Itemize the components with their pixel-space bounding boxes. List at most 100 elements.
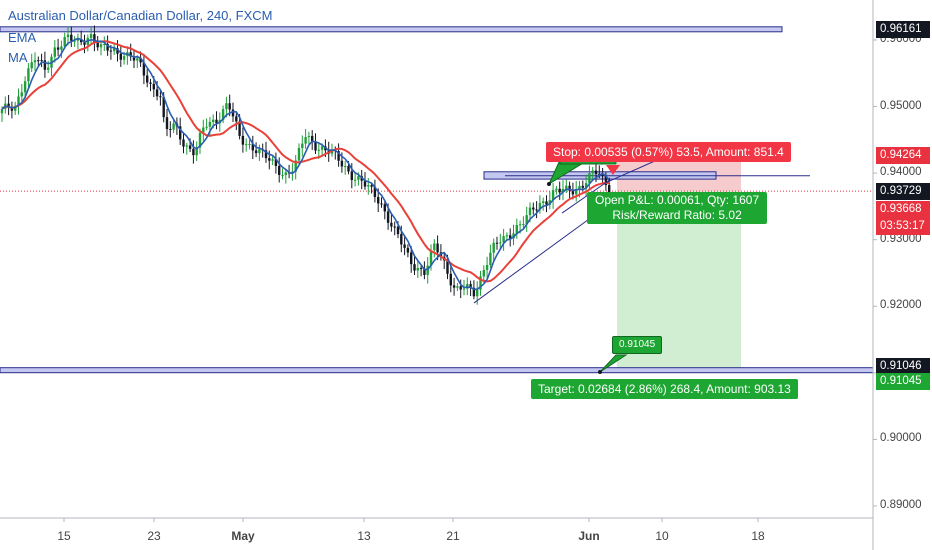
- candle: [93, 25, 96, 52]
- candle: [248, 139, 251, 150]
- candle-body: [30, 62, 33, 69]
- candle-body: [37, 60, 40, 62]
- candle: [205, 118, 208, 131]
- candle-body: [228, 103, 231, 110]
- indicator-ma-label[interactable]: MA: [8, 50, 28, 65]
- candle-body: [155, 89, 159, 97]
- candle-body: [390, 222, 393, 227]
- candle: [545, 195, 548, 213]
- candle: [17, 88, 20, 115]
- candle-body: [185, 145, 188, 147]
- candle-body: [93, 34, 96, 43]
- candle-body: [142, 62, 146, 76]
- stop-arrow-marker: [606, 165, 620, 175]
- candle-body: [103, 43, 106, 45]
- candle-body: [149, 82, 152, 84]
- candle: [89, 27, 93, 44]
- candle-body: [152, 83, 155, 90]
- open-pnl-label[interactable]: Open P&L: 0.00061, Qty: 1607 Risk/Reward…: [587, 192, 768, 224]
- candle-body: [340, 160, 344, 167]
- candle-body: [495, 242, 499, 244]
- candle-body: [446, 260, 449, 274]
- stop-label[interactable]: Stop: 0.00535 (0.57%) 53.5, Amount: 851.…: [546, 142, 791, 162]
- candle-body: [575, 189, 578, 195]
- candle-body: [449, 273, 452, 286]
- candle-body: [512, 233, 515, 239]
- candle-body: [274, 159, 278, 167]
- candle: [512, 224, 515, 246]
- candle-body: [23, 81, 27, 93]
- price-tick: 0.93000: [880, 232, 922, 245]
- target-label[interactable]: Target: 0.02684 (2.86%) 268.4, Amount: 9…: [531, 379, 798, 399]
- candle-body: [136, 58, 139, 61]
- candle-body: [555, 188, 558, 191]
- candle-body: [301, 143, 304, 149]
- candle-body: [545, 201, 548, 205]
- candle: [198, 128, 202, 154]
- candle: [241, 127, 245, 153]
- candle-body: [509, 235, 512, 239]
- candle: [4, 96, 7, 114]
- candle-body: [132, 56, 136, 61]
- candle-body: [565, 185, 568, 189]
- candle-body: [601, 174, 604, 176]
- candle: [456, 282, 459, 292]
- candle-body: [33, 60, 37, 63]
- candle: [274, 152, 278, 174]
- candle: [103, 36, 106, 52]
- candle-body: [304, 137, 307, 144]
- candle-body: [466, 284, 469, 289]
- candle-body: [225, 103, 228, 110]
- candle-body: [40, 60, 43, 62]
- candle-body: [578, 185, 581, 190]
- candle: [532, 202, 535, 215]
- candle-body: [241, 135, 245, 145]
- candle: [172, 119, 175, 134]
- candle: [459, 279, 462, 299]
- candle: [297, 143, 301, 165]
- candle-body: [53, 47, 56, 57]
- candle: [165, 108, 169, 137]
- candle: [294, 154, 297, 180]
- candle-body: [314, 141, 317, 151]
- candle-body: [195, 147, 198, 156]
- candle-body: [43, 60, 47, 70]
- price-tag: 0.96161: [876, 20, 930, 38]
- open-pnl-text: Open P&L: 0.00061, Qty: 1607: [595, 193, 760, 207]
- time-tick: 10: [655, 529, 669, 543]
- candle: [113, 43, 116, 55]
- price-tick: 0.94000: [880, 166, 922, 179]
- target-callout[interactable]: 0.91045: [612, 336, 663, 354]
- candle-body: [109, 50, 113, 52]
- candle-body: [307, 135, 311, 138]
- candle: [525, 206, 528, 232]
- candle: [575, 181, 578, 202]
- candle-body: [320, 146, 324, 150]
- candle-body: [235, 116, 238, 122]
- candle: [119, 45, 122, 67]
- candle-body: [413, 264, 416, 271]
- time-tick: May: [231, 529, 255, 543]
- candle-body: [535, 209, 538, 211]
- candle-body: [80, 39, 83, 43]
- candle: [33, 52, 37, 71]
- trendline-bottom: [473, 217, 591, 304]
- candle-body: [66, 34, 70, 38]
- candle-body: [215, 119, 218, 124]
- candle: [60, 40, 63, 58]
- candle-body: [433, 243, 436, 251]
- indicator-ema-label[interactable]: EMA: [8, 30, 37, 45]
- candle: [53, 40, 56, 63]
- candle: [353, 171, 357, 187]
- candle-body: [264, 150, 268, 159]
- candle-body: [571, 190, 575, 195]
- candle-body: [386, 211, 390, 223]
- symbol-title[interactable]: Australian Dollar/Canadian Dollar, 240, …: [8, 8, 273, 23]
- candle: [360, 169, 363, 190]
- candle-body: [542, 201, 545, 204]
- candle: [30, 53, 33, 73]
- candle: [367, 178, 370, 195]
- time-tick: 18: [751, 529, 765, 543]
